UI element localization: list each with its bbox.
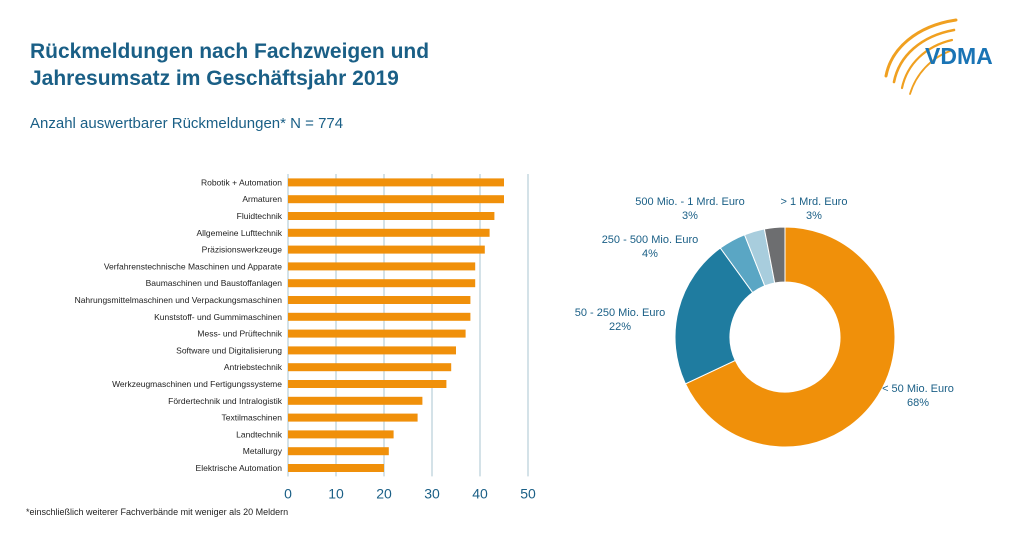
bar-category-label: Metallurgy [243, 446, 283, 456]
bar-category-label: Baumaschinen und Baustoffanlagen [146, 278, 283, 288]
bar-category-label: Robotik + Automation [201, 177, 282, 187]
x-tick-label-10: 10 [328, 485, 344, 501]
donut-slice-percent: 3% [806, 210, 822, 222]
bar [288, 396, 423, 405]
bar-category-label: Werkzeugmaschinen und Fertigungssysteme [112, 379, 282, 389]
page-title: Rückmeldungen nach Fachzweigen und Jahre… [30, 38, 429, 92]
bar [288, 430, 394, 439]
donut-slice-percent: 22% [609, 321, 631, 333]
bar [288, 262, 476, 271]
donut-slice-label: > 1 Mrd. Euro [781, 196, 848, 208]
footnote: *einschließlich weiterer Fachverbände mi… [26, 507, 289, 517]
x-tick-label-50: 50 [520, 485, 536, 501]
vdma-logo-icon [884, 18, 958, 95]
donut-slice-label: < 50 Mio. Euro [882, 383, 954, 395]
bar [288, 279, 476, 288]
donut-slice [674, 247, 754, 385]
bar [288, 346, 456, 355]
bar-chart: 0 10 20 30 40 50 Robotik + Automation Armaturen… [75, 174, 536, 501]
bar [288, 464, 384, 472]
bar-category-label: Mess- und Prüftechnik [197, 329, 282, 339]
bar [288, 296, 471, 304]
donut-slice-label: 50 - 250 Mio. Euro [575, 307, 666, 319]
bar [288, 413, 418, 422]
bar-category-label: Antriebstechnik [224, 362, 283, 372]
bar-category-label: Textilmaschinen [222, 413, 283, 423]
bar [288, 195, 504, 204]
bar [288, 363, 452, 372]
donut-slice-label: 500 Mio. - 1 Mrd. Euro [635, 196, 744, 208]
bar-category-label: Software und Digitalisierung [176, 345, 282, 355]
donut-slice [684, 226, 896, 448]
x-tick-label-20: 20 [376, 485, 392, 501]
donut-slice-percent: 68% [907, 397, 929, 409]
bar-category-label: Allgemeine Lufttechnik [196, 228, 282, 238]
bar-category-label: Kunststoff- und Gummimaschinen [154, 312, 282, 322]
bar-category-label: Nahrungsmittelmaschinen und Verpackungsm… [75, 295, 283, 305]
donut-slice-label: 250 - 500 Mio. Euro [602, 234, 699, 246]
bar-category-label: Verfahrenstechnische Maschinen und Appar… [104, 261, 282, 271]
bar [288, 380, 447, 388]
donut-chart: < 50 Mio. Euro 68% 50 - 250 Mio. Euro 22% 25… [575, 196, 954, 448]
bar-category-label: Präzisionswerkzeuge [202, 245, 283, 255]
bar [288, 245, 485, 254]
x-tick-label-30: 30 [424, 485, 440, 501]
chart-subtitle: Anzahl auswertbarer Rückmeldungen* N = 7… [30, 115, 344, 132]
donut-slice [763, 226, 786, 284]
vdma-logo-text: VDMA [925, 43, 993, 69]
x-tick-label-0: 0 [284, 485, 292, 501]
bar-category-label: Armaturen [242, 194, 282, 204]
bar [288, 178, 504, 187]
bar-category-label: Landtechnik [236, 429, 283, 439]
title-line-1: Rückmeldungen nach Fachzweigen und [30, 40, 430, 63]
donut-slice-percent: 4% [642, 248, 658, 260]
bar-category-label: Elektrische Automation [196, 463, 283, 473]
x-tick-label-40: 40 [472, 485, 488, 501]
bar [288, 212, 495, 220]
bar [288, 228, 490, 237]
bar-category-label: Fördertechnik und Intralogistik [168, 396, 283, 406]
bar [288, 329, 466, 338]
bar-category-label: Fluidtechnik [237, 211, 283, 221]
bar [288, 447, 389, 456]
donut-slice-percent: 3% [682, 210, 698, 222]
bar [288, 312, 471, 321]
title-line-2: Jahresumsatz im Geschäftsjahr 2019 [30, 67, 399, 90]
